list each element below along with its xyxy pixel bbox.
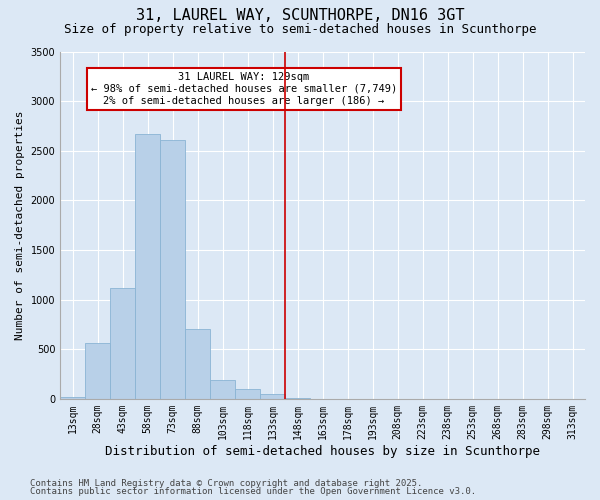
Text: Size of property relative to semi-detached houses in Scunthorpe: Size of property relative to semi-detach… [64, 22, 536, 36]
Bar [210, 380, 235, 399]
X-axis label: Distribution of semi-detached houses by size in Scunthorpe: Distribution of semi-detached houses by … [105, 444, 540, 458]
Y-axis label: Number of semi-detached properties: Number of semi-detached properties [15, 110, 25, 340]
Bar [185, 330, 210, 399]
Bar [160, 140, 185, 399]
Bar [235, 389, 260, 399]
Text: 31 LAUREL WAY: 129sqm
← 98% of semi-detached houses are smaller (7,749)
2% of se: 31 LAUREL WAY: 129sqm ← 98% of semi-deta… [91, 72, 397, 106]
Bar [110, 288, 135, 399]
Text: Contains public sector information licensed under the Open Government Licence v3: Contains public sector information licen… [30, 487, 476, 496]
Text: 31, LAUREL WAY, SCUNTHORPE, DN16 3GT: 31, LAUREL WAY, SCUNTHORPE, DN16 3GT [136, 8, 464, 22]
Text: Contains HM Land Registry data © Crown copyright and database right 2025.: Contains HM Land Registry data © Crown c… [30, 478, 422, 488]
Bar [260, 394, 285, 399]
Bar [60, 397, 85, 399]
Bar [135, 134, 160, 399]
Bar [85, 344, 110, 399]
